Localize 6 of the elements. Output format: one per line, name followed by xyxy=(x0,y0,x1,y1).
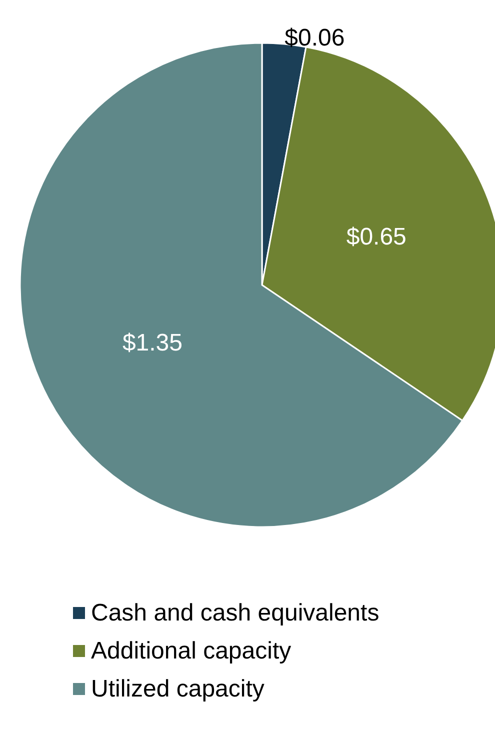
legend-label: Utilized capacity xyxy=(91,676,264,702)
legend-label: Cash and cash equivalents xyxy=(91,600,380,626)
data-label: $1.35 xyxy=(122,330,183,357)
legend-label: Additional capacity xyxy=(91,638,292,664)
data-label: $0.65 xyxy=(346,224,406,251)
data-label: $0.06 xyxy=(284,24,345,52)
